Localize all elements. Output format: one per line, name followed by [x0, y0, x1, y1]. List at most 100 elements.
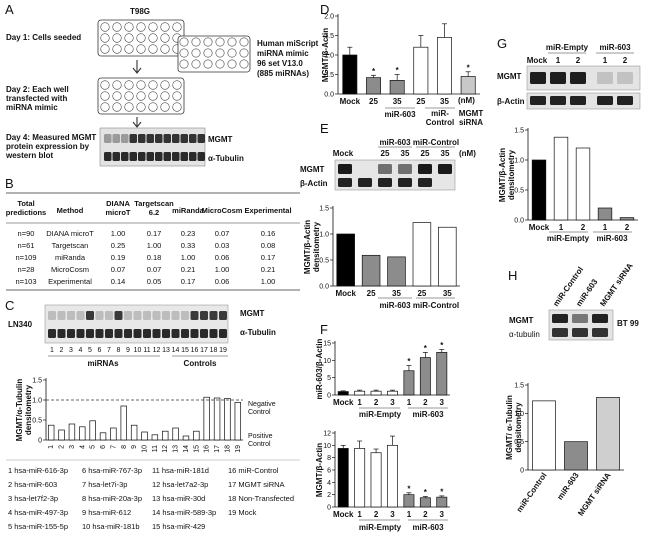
- x-tick-label: 2: [374, 510, 379, 519]
- y-tick-label: 10: [323, 358, 331, 365]
- y-axis-label: densitometry: [507, 149, 516, 200]
- table-cell: 0.23: [181, 229, 196, 238]
- lane-number: 18: [210, 347, 218, 354]
- well: [172, 22, 182, 32]
- x-tick-label: MGMT siRNA: [576, 471, 613, 518]
- y-tick-label: 0.5: [514, 188, 524, 195]
- well: [172, 80, 182, 90]
- group-label-empty: miR-Empty: [547, 234, 590, 243]
- wells-plate-1: [100, 22, 182, 54]
- well: [136, 102, 146, 112]
- table-header: predictions: [6, 208, 46, 217]
- legend-item: 10 hsa-miR-181b: [82, 522, 140, 531]
- group-label-mir603-bottom: miR-603: [412, 523, 444, 532]
- bar: [213, 397, 221, 441]
- legend-item: 9 hsa-miR-612: [82, 508, 131, 517]
- blot-c-mgmt-label: MGMT: [240, 309, 265, 318]
- panel-label-d: D: [320, 2, 329, 17]
- x-tick-label: 14: [183, 445, 190, 453]
- blot-band: [197, 152, 205, 161]
- legend-item: 2 hsa-miR-603: [8, 480, 57, 489]
- well: [227, 37, 237, 47]
- x-tick-label: miR-603: [555, 471, 581, 502]
- day2-line-3: miRNA mimic: [6, 103, 58, 112]
- well: [160, 22, 170, 32]
- lane-number: 16: [191, 347, 199, 354]
- day2-line-2: transfected with: [6, 94, 67, 103]
- blot-band: [143, 329, 151, 338]
- well: [227, 48, 237, 58]
- bar: [553, 136, 569, 221]
- bar: [403, 494, 415, 508]
- blot-band: [552, 328, 568, 337]
- bar: [438, 226, 457, 287]
- legend-item: 7 hsa-let7i-3p: [82, 480, 127, 489]
- top-label-25b: 25: [421, 149, 430, 158]
- well: [124, 33, 134, 43]
- table-cell: n=103: [15, 277, 36, 286]
- blot-band: [190, 329, 199, 338]
- blot-band: [418, 178, 432, 187]
- x-tick-label: 35: [443, 289, 452, 298]
- x-tick-label: 1: [48, 445, 55, 449]
- legend-item: 16 miR-Control: [228, 466, 279, 475]
- bar: [151, 434, 159, 441]
- x-tick-label: 1: [407, 510, 412, 519]
- blot-h-tubulin-label: α-tubulin: [509, 330, 540, 339]
- x-tick-label: 35: [393, 97, 402, 106]
- legend-item: 8 hsa-miR-20a-3p: [82, 494, 142, 503]
- group-label-mir603: miR-603: [379, 301, 411, 310]
- significance-star: *: [407, 484, 411, 493]
- bar: [575, 147, 591, 221]
- well: [136, 22, 146, 32]
- panel-label-a: A: [5, 2, 14, 17]
- day2-line-1: Day 2: Each well: [6, 85, 69, 94]
- well: [203, 59, 213, 69]
- x-tick-label: 4: [79, 445, 86, 449]
- y-tick-label: 0: [327, 393, 331, 400]
- table-cell: n=28: [18, 265, 35, 274]
- y-axis-label: MGMT/β-Actin: [303, 220, 312, 274]
- blot-band: [86, 329, 94, 338]
- significance-star: *: [424, 488, 428, 497]
- well: [148, 22, 158, 32]
- well: [239, 59, 249, 69]
- day4-line-2: protein expression by: [6, 142, 90, 151]
- well: [136, 33, 146, 43]
- blot-band: [189, 134, 197, 143]
- blot-band: [200, 329, 208, 338]
- table-cell: 0.07: [215, 229, 230, 238]
- group-label-empty-top: miR-Empty: [359, 410, 402, 419]
- blot-band: [143, 311, 151, 320]
- blot-band: [162, 329, 170, 338]
- table-cell: 0.17: [147, 229, 162, 238]
- well: [179, 37, 189, 47]
- x-tick-label: 18: [224, 445, 231, 453]
- bar: [403, 370, 415, 396]
- y-axis-label: MGMT/ α-Tubulin: [505, 395, 514, 460]
- x-tick-label: 11: [152, 445, 159, 452]
- blot-g-mgmt-label: MGMT: [497, 72, 522, 81]
- x-tick-label: 16: [204, 445, 211, 453]
- group-label-mir603-top: miR-603: [412, 410, 444, 419]
- panel-label-b: B: [5, 176, 14, 191]
- well: [160, 33, 170, 43]
- day1-label: Day 1: Cells seeded: [6, 33, 81, 42]
- blot-band: [530, 72, 546, 84]
- table-cell: 0.08: [261, 241, 276, 250]
- y-axis-label: MGMT/β-Actin: [498, 148, 507, 202]
- blot-band: [129, 134, 137, 143]
- significance-star: *: [440, 341, 444, 350]
- blot-band: [155, 152, 163, 161]
- y-axis-label: MGMT/α-Tubulin: [15, 379, 24, 442]
- significance-star: *: [440, 487, 444, 496]
- well: [215, 37, 225, 47]
- x-tick-label: 3: [390, 398, 395, 407]
- x-tick-label: 8: [121, 445, 128, 449]
- x-tick-label: 2: [581, 223, 586, 232]
- top-label-25a: 25: [381, 149, 390, 158]
- group-label-controls: Controls: [184, 359, 217, 368]
